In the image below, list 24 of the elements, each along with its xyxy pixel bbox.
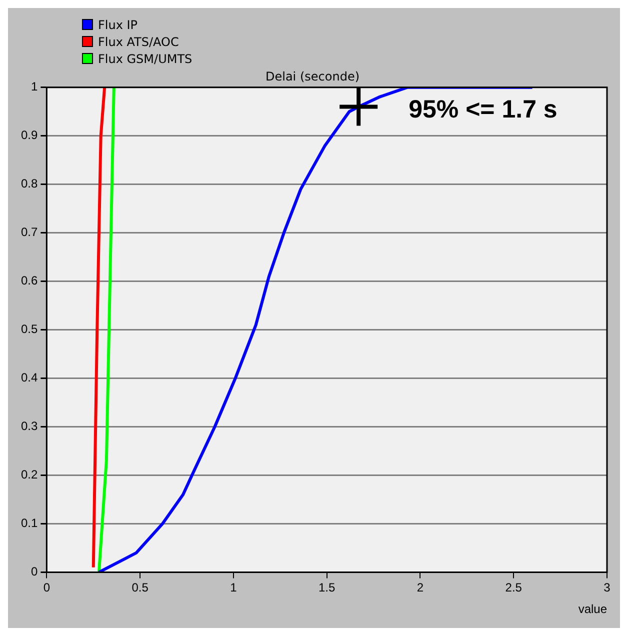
y-tick-label: 0.3 xyxy=(20,419,38,434)
x-tick-label: 0.5 xyxy=(132,580,149,595)
y-tick-label: 0.9 xyxy=(20,128,38,142)
y-tick-label: 0.6 xyxy=(20,274,38,288)
y-tick-label: 0 xyxy=(30,564,38,579)
x-tick-label: 2 xyxy=(416,580,424,595)
chart-title: Delai (seconde) xyxy=(265,69,360,84)
x-tick-label: 3 xyxy=(604,580,611,595)
y-tick-label: 1 xyxy=(30,80,38,94)
y-tick-label: 0.7 xyxy=(20,225,38,240)
legend-label: Flux IP xyxy=(98,18,138,32)
legend-label: Flux GSM/UMTS xyxy=(98,52,192,66)
y-tick-label: 0.8 xyxy=(20,176,38,191)
x-tick-label: 0 xyxy=(43,580,50,595)
y-tick-label: 0.4 xyxy=(20,370,38,385)
x-tick-label: 2.5 xyxy=(505,580,522,595)
x-tick-label: 1 xyxy=(230,580,238,595)
annotation: 95% <= 1.7 s xyxy=(408,96,558,124)
y-tick-label: 0.1 xyxy=(20,516,38,530)
x-tick-label: 1.5 xyxy=(318,580,336,595)
legend-label: Flux ATS/AOC xyxy=(98,34,179,48)
x-axis-title: value xyxy=(578,602,608,616)
y-tick-label: 0.2 xyxy=(20,468,38,482)
y-tick-label: 0.5 xyxy=(20,322,38,336)
